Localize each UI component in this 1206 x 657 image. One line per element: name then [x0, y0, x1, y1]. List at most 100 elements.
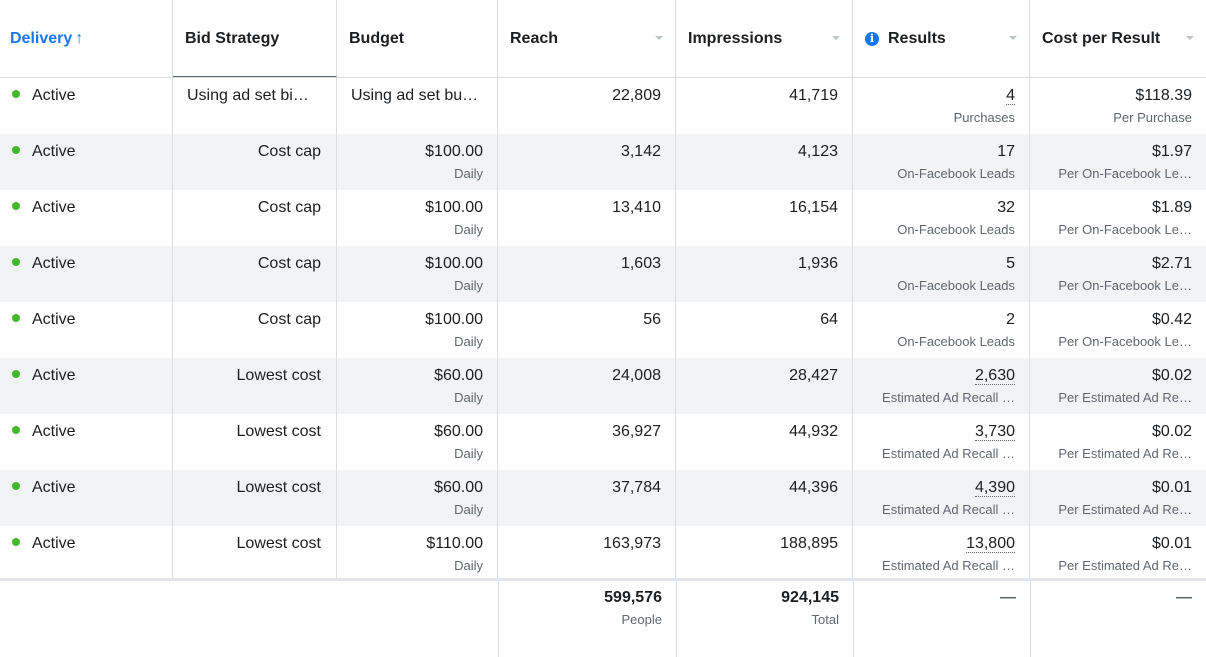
bid-strategy-cell[interactable]: Cost cap: [173, 246, 337, 302]
cost-type: Per Estimated Ad Re…: [1058, 502, 1192, 517]
bid-strategy-cell[interactable]: Lowest cost: [173, 414, 337, 470]
column-header-label: Bid Strategy: [185, 30, 280, 47]
results-value[interactable]: 3,730: [974, 423, 1015, 441]
reach-cell: 22,809: [498, 78, 676, 134]
results-value[interactable]: 2: [1006, 311, 1015, 328]
total-cost-per-result: —: [1030, 581, 1206, 657]
column-header-results[interactable]: i Results: [853, 0, 1030, 77]
budget-cell[interactable]: $100.00 Daily: [337, 190, 498, 246]
budget-value: $110.00: [426, 535, 483, 552]
results-cell[interactable]: 17 On-Facebook Leads: [853, 134, 1030, 190]
bid-strategy-cell[interactable]: Cost cap: [173, 134, 337, 190]
delivery-status: Active: [32, 199, 76, 216]
column-header-bid-strategy[interactable]: Bid Strategy: [173, 0, 337, 77]
budget-cell[interactable]: $110.00 Daily: [337, 526, 498, 578]
cost-type: Per On-Facebook Le…: [1058, 278, 1192, 293]
bid-strategy-cell[interactable]: Cost cap: [173, 302, 337, 358]
results-value[interactable]: 5: [1006, 255, 1015, 272]
budget-period: Daily: [454, 502, 483, 517]
column-header-delivery[interactable]: Delivery ↑: [0, 0, 173, 77]
impressions-cell: 44,396: [676, 470, 853, 526]
bid-strategy-cell[interactable]: Lowest cost: [173, 470, 337, 526]
results-cell[interactable]: 4,390 Estimated Ad Recall …: [853, 470, 1030, 526]
cost-type: Per Estimated Ad Re…: [1058, 390, 1192, 405]
table-row[interactable]: Active Cost cap $100.00 Daily 1,603 1,936…: [0, 246, 1206, 302]
table-row[interactable]: Active Lowest cost $60.00 Daily 36,927 44…: [0, 414, 1206, 470]
total-reach: 599,576 People: [498, 581, 676, 657]
column-header-label: Cost per Result: [1042, 30, 1161, 47]
budget-cell[interactable]: $60.00 Daily: [337, 414, 498, 470]
cost-type: Per Estimated Ad Re…: [1058, 446, 1192, 461]
total-impressions-value: 924,145: [781, 589, 839, 606]
results-cell[interactable]: 2,630 Estimated Ad Recall …: [853, 358, 1030, 414]
results-value[interactable]: 4,390: [974, 479, 1015, 497]
bid-strategy-cell[interactable]: Lowest cost: [173, 358, 337, 414]
sort-caret-icon[interactable]: [1186, 36, 1194, 40]
results-cell[interactable]: 32 On-Facebook Leads: [853, 190, 1030, 246]
budget-cell[interactable]: $100.00 Daily: [337, 302, 498, 358]
results-value[interactable]: 2,630: [974, 367, 1015, 385]
cost-value: $1.97: [1151, 143, 1192, 160]
reach-cell: 163,973: [498, 526, 676, 578]
cost-per-result-cell: $1.97 Per On-Facebook Le…: [1030, 134, 1206, 190]
budget-cell[interactable]: $100.00 Daily: [337, 134, 498, 190]
sort-caret-icon[interactable]: [1009, 36, 1017, 40]
table-header: Delivery ↑ Bid Strategy Budget Reach Impr…: [0, 0, 1206, 78]
impressions-cell: 1,936: [676, 246, 853, 302]
budget-value: $60.00: [434, 479, 483, 496]
impressions-cell: 188,895: [676, 526, 853, 578]
table-row[interactable]: Active Using ad set bi… Using ad set bu……: [0, 78, 1206, 134]
table-row[interactable]: Active Cost cap $100.00 Daily 13,410 16,1…: [0, 190, 1206, 246]
cost-per-result-cell: $0.01 Per Estimated Ad Re…: [1030, 470, 1206, 526]
sort-caret-icon[interactable]: [655, 36, 663, 40]
column-header-cost-per-result[interactable]: Cost per Result: [1030, 0, 1206, 77]
active-status-dot-icon: [12, 90, 20, 98]
reach-cell: 36,927: [498, 414, 676, 470]
budget-value: $100.00: [425, 143, 483, 160]
results-type: Estimated Ad Recall …: [882, 390, 1015, 405]
active-status-dot-icon: [12, 146, 20, 154]
results-cell[interactable]: 13,800 Estimated Ad Recall …: [853, 526, 1030, 578]
budget-cell[interactable]: $60.00 Daily: [337, 470, 498, 526]
results-value[interactable]: 13,800: [966, 535, 1015, 553]
cost-type: Per On-Facebook Le…: [1058, 166, 1192, 181]
bid-strategy-cell[interactable]: Lowest cost: [173, 526, 337, 578]
info-icon[interactable]: i: [865, 32, 879, 46]
budget-cell[interactable]: $100.00 Daily: [337, 246, 498, 302]
budget-cell[interactable]: Using ad set bu…: [337, 78, 498, 134]
cost-value: $118.39: [1135, 87, 1192, 104]
cost-value: $2.71: [1151, 255, 1192, 272]
table-row[interactable]: Active Lowest cost $60.00 Daily 37,784 44…: [0, 470, 1206, 526]
delivery-status: Active: [32, 87, 76, 104]
bid-strategy-cell[interactable]: Cost cap: [173, 190, 337, 246]
budget-cell[interactable]: $60.00 Daily: [337, 358, 498, 414]
column-header-impressions[interactable]: Impressions: [676, 0, 853, 77]
column-header-budget[interactable]: Budget: [337, 0, 498, 77]
active-status-dot-icon: [12, 426, 20, 434]
results-value[interactable]: 4: [1006, 87, 1015, 105]
results-cell[interactable]: 2 On-Facebook Leads: [853, 302, 1030, 358]
delivery-status: Active: [32, 311, 76, 328]
table-row[interactable]: Active Lowest cost $60.00 Daily 24,008 28…: [0, 358, 1206, 414]
budget-value: $60.00: [434, 367, 483, 384]
column-header-reach[interactable]: Reach: [498, 0, 676, 77]
table-row[interactable]: Active Lowest cost $110.00 Daily 163,973 …: [0, 526, 1206, 578]
results-cell[interactable]: 4 Purchases: [853, 78, 1030, 134]
results-value[interactable]: 17: [997, 143, 1015, 160]
results-cell[interactable]: 3,730 Estimated Ad Recall …: [853, 414, 1030, 470]
cost-per-result-cell: $1.89 Per On-Facebook Le…: [1030, 190, 1206, 246]
budget-period: Daily: [454, 558, 483, 573]
sort-caret-icon[interactable]: [832, 36, 840, 40]
budget-period: Daily: [454, 166, 483, 181]
column-header-label: Reach: [510, 30, 559, 47]
delivery-status: Active: [32, 535, 76, 552]
table-row[interactable]: Active Cost cap $100.00 Daily 56 64 2 On-F…: [0, 302, 1206, 358]
results-cell[interactable]: 5 On-Facebook Leads: [853, 246, 1030, 302]
active-status-dot-icon: [12, 370, 20, 378]
results-value[interactable]: 32: [997, 199, 1015, 216]
table-row[interactable]: Active Cost cap $100.00 Daily 3,142 4,123…: [0, 134, 1206, 190]
impressions-cell: 28,427: [676, 358, 853, 414]
bid-strategy-cell[interactable]: Using ad set bi…: [173, 78, 337, 134]
sort-ascending-icon[interactable]: ↑: [75, 30, 84, 47]
results-type: Estimated Ad Recall …: [882, 502, 1015, 517]
